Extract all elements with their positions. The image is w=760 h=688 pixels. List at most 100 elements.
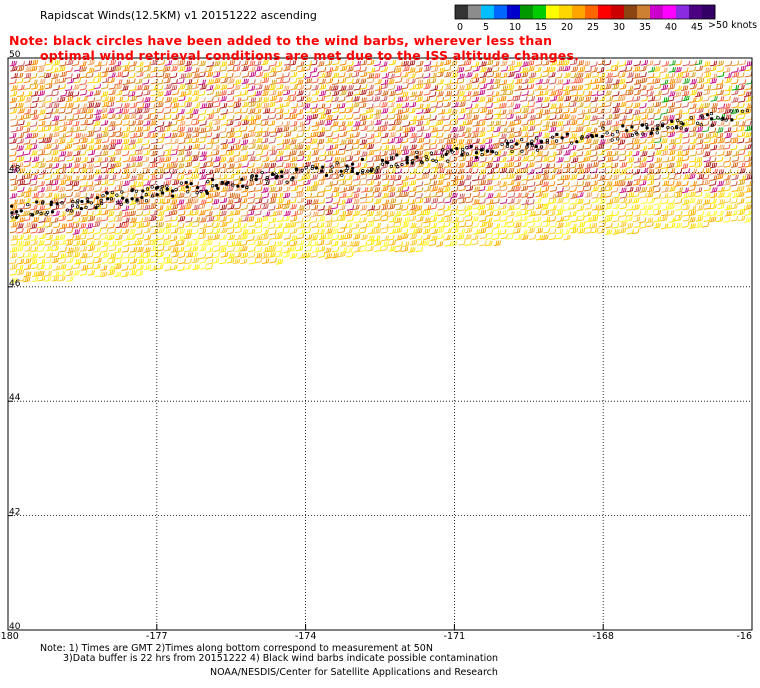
notice-line-1: Note: black circles have been added to t… [9,33,553,48]
lon-tick-label: -171 [444,631,466,642]
contamination-dot [580,136,584,140]
wind-barb-group [647,59,753,144]
contamination-dot [320,169,324,173]
contamination-dot [350,169,354,174]
contamination-dot [150,194,155,198]
contamination-dot [335,161,339,165]
contamination-dot [275,174,279,179]
wind-barb-group [10,59,753,229]
contamination-dot [116,200,120,204]
contamination-dot [510,149,514,154]
contamination-dot [681,122,685,126]
contamination-dot [171,194,175,198]
contamination-dot [534,144,538,149]
contamination-dot [185,185,189,189]
legend-tick-label: 30 [613,22,625,33]
contamination-dot [344,168,348,173]
lon-tick-label: -174 [295,631,317,642]
contamination-dot [474,151,479,155]
contamination-dot [429,151,434,155]
contamination-dot [324,173,329,178]
legend-border [454,4,716,20]
contamination-dot [585,135,589,139]
contamination-dot [601,126,605,130]
contamination-dot [735,109,740,113]
contamination-dot [494,151,498,155]
contamination-dot [69,209,74,213]
contamination-dot [500,142,504,146]
contamination-dot [105,190,109,195]
contamination-dot [310,166,314,171]
contamination-dot [641,132,645,136]
legend-swatch [546,5,560,19]
contamination-dot [300,168,304,173]
contamination-dot [510,145,514,149]
contamination-dot [374,169,379,173]
lon-tick-label: -177 [146,631,168,642]
contamination-dot [135,199,139,203]
wind-barb-group [10,59,752,282]
legend-tick-label: 20 [561,22,573,33]
contamination-dot [699,123,703,127]
contamination-dot [605,131,609,135]
contamination-dot [250,174,255,178]
contamination-dot [206,180,210,184]
contamination-dot [661,122,665,126]
contamination-dot [455,147,459,151]
wind-swath [9,59,754,284]
notice-line-2: optimal wind retrieval conditions are me… [40,48,580,63]
lat-tick-label: 42 [9,508,20,518]
contamination-dot [675,126,679,130]
contamination-dot [461,150,465,154]
contamination-dot [405,155,409,160]
contamination-dot [376,166,380,170]
legend-tick-label: 5 [483,22,489,33]
contamination-dot [440,154,445,158]
legend-swatch [624,5,638,19]
contamination-dot [35,200,39,204]
legend-tick-label: 40 [665,22,677,33]
contamination-dot [621,124,625,128]
contamination-dot [160,191,165,195]
contamination-dot [170,189,175,193]
contamination-dot [160,185,164,189]
wind-barb-group [16,186,753,283]
lat-tick-label: 44 [9,393,21,403]
legend-swatch [481,5,495,19]
contamination-dot [86,199,90,204]
contamination-dot [640,123,644,127]
contamination-dot [721,116,725,120]
contamination-dot [216,186,220,191]
contamination-dot [589,133,594,137]
contamination-dot [424,155,428,159]
contamination-dot [134,189,139,193]
contamination-dot [475,147,479,151]
contamination-dot [369,169,373,173]
contamination-dot [469,144,473,149]
contamination-dot [560,136,564,140]
contamination-dot [184,180,188,185]
contamination-dot [705,113,710,117]
contamination-dot [366,169,370,173]
contamination-dot [480,152,484,157]
contamination-dot [360,157,365,162]
contamination-dot [96,203,100,208]
contamination-dot [44,212,48,216]
legend-units-label: >50 knots [708,20,758,31]
legend-swatch [702,5,716,19]
contamination-dot [431,158,435,162]
contamination-dot [545,141,549,145]
contamination-dot [26,202,30,207]
wind-barb-group [9,59,752,235]
contamination-dot [380,162,385,166]
contamination-dot [210,178,215,182]
contamination-dot [450,150,454,154]
contamination-dot [389,155,394,159]
contamination-dot [649,131,653,136]
contamination-dot [670,126,674,130]
contamination-dot [89,201,93,205]
contamination-dot [644,123,649,127]
contamination-dot [485,149,490,153]
contamination-dot [635,132,639,136]
